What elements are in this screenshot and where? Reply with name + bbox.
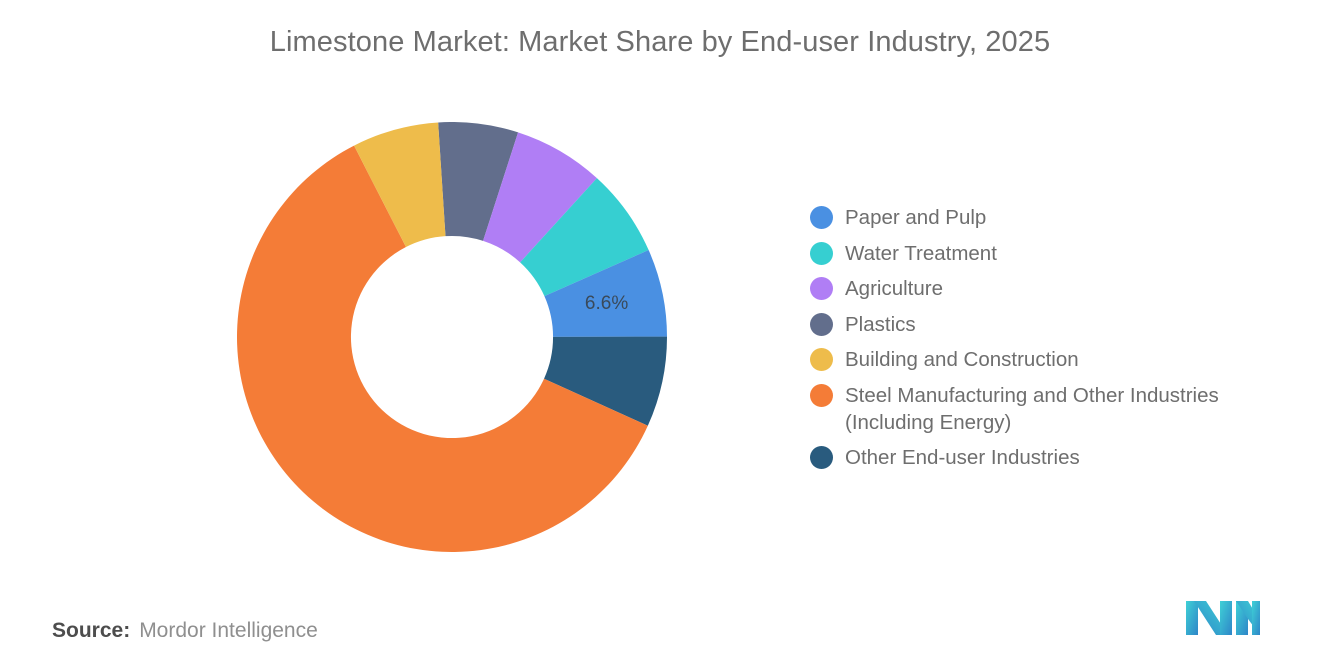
- donut-slice[interactable]: [438, 122, 519, 241]
- legend-swatch-icon: [810, 206, 833, 229]
- legend-swatch-icon: [810, 312, 833, 336]
- legend-swatch-icon: [810, 446, 833, 469]
- legend-label: Agriculture: [845, 277, 943, 300]
- mordor-intelligence-logo: [1184, 597, 1262, 637]
- source-value: Mordor Intelligence: [139, 619, 318, 642]
- legend-item[interactable]: Steel Manufacturing and Other Industries…: [810, 382, 1280, 436]
- donut-slice[interactable]: [237, 145, 648, 552]
- legend-label: Plastics: [845, 312, 916, 336]
- legend-item[interactable]: Agriculture: [810, 275, 1280, 302]
- donut-slice[interactable]: [354, 122, 446, 248]
- legend-label: Paper and Pulp: [845, 206, 987, 229]
- legend-label: Other End-user Industries: [845, 446, 1080, 469]
- legend-label: Building and Construction: [845, 348, 1079, 371]
- legend-label: Steel Manufacturing and Other Industries…: [845, 383, 1219, 434]
- donut-chart: 6.6%: [237, 122, 667, 552]
- donut-chart-svg: 6.6%: [237, 122, 667, 552]
- source-line: Source: Mordor Intelligence: [52, 619, 318, 643]
- legend-swatch-icon: [810, 383, 833, 407]
- donut-slice[interactable]: [520, 178, 649, 297]
- legend-item[interactable]: Other End-user Industries: [810, 444, 1280, 471]
- source-label: Source:: [52, 619, 131, 642]
- mordor-intelligence-logo-icon: [1186, 601, 1260, 635]
- legend-swatch-icon: [810, 277, 833, 300]
- legend-item[interactable]: Plastics: [810, 311, 1280, 338]
- legend-swatch-icon: [810, 348, 833, 371]
- donut-slice[interactable]: [544, 336, 667, 426]
- donut-slice[interactable]: [544, 250, 667, 337]
- legend-item[interactable]: Building and Construction: [810, 346, 1280, 373]
- chart-legend: Paper and Pulp Water Treatment Agriculture…: [810, 204, 1280, 480]
- donut-slice-group: [237, 122, 667, 552]
- legend-label: Water Treatment: [845, 241, 997, 265]
- chart-title: Limestone Market: Market Share by End-us…: [269, 26, 1051, 58]
- donut-slice[interactable]: [483, 132, 597, 263]
- legend-swatch-icon: [810, 241, 833, 265]
- legend-item[interactable]: Water Treatment: [810, 240, 1280, 267]
- legend-item[interactable]: Paper and Pulp: [810, 204, 1280, 231]
- slice-data-label-paper-and-pulp: 6.6%: [585, 293, 628, 314]
